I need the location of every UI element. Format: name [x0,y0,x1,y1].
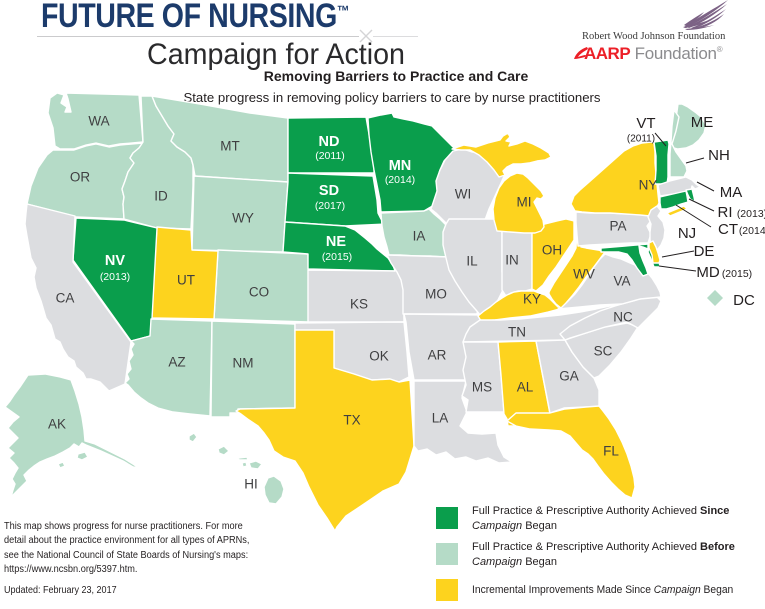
svg-text:OK: OK [369,349,389,364]
svg-text:TN: TN [508,325,526,340]
svg-text:WY: WY [232,211,254,226]
svg-text:OH: OH [542,243,562,258]
svg-text:(2015): (2015) [322,251,352,263]
svg-text:ME: ME [691,114,714,131]
svg-text:KS: KS [350,297,368,312]
svg-text:WI: WI [455,187,472,202]
svg-text:GA: GA [559,369,579,384]
svg-text:(2015): (2015) [722,268,752,280]
svg-text:MO: MO [425,287,447,302]
svg-text:AL: AL [517,380,534,395]
svg-text:FL: FL [603,444,619,459]
svg-text:AZ: AZ [168,355,185,370]
svg-text:SC: SC [594,344,613,359]
svg-text:KY: KY [523,292,541,307]
svg-text:(2011): (2011) [315,150,345,162]
svg-text:MS: MS [472,380,492,395]
svg-text:CO: CO [249,285,269,300]
svg-text:SD: SD [319,183,339,199]
svg-text:MT: MT [220,139,240,154]
svg-text:CT: CT [718,221,738,238]
svg-text:(2013): (2013) [100,271,130,283]
svg-text:(2011): (2011) [627,134,655,145]
svg-text:(2017): (2017) [315,200,345,212]
svg-text:RI: RI [718,204,733,221]
svg-text:LA: LA [432,411,449,426]
svg-text:UT: UT [177,273,195,288]
svg-text:ID: ID [154,189,168,204]
svg-text:IL: IL [466,254,478,269]
svg-text:TX: TX [343,413,360,428]
svg-text:DE: DE [694,243,715,260]
svg-text:WA: WA [88,114,109,129]
svg-text:HI: HI [244,477,258,492]
svg-text:ND: ND [319,134,340,150]
svg-text:IA: IA [413,229,426,244]
svg-text:MI: MI [517,195,532,210]
svg-text:AK: AK [48,417,66,432]
svg-text:NC: NC [613,310,633,325]
svg-text:MD: MD [696,264,719,281]
svg-text:VA: VA [613,274,630,289]
svg-text:WV: WV [573,267,595,282]
svg-text:NE: NE [326,234,346,250]
svg-text:(2014): (2014) [739,225,765,237]
svg-text:OR: OR [70,170,91,185]
svg-text:(2013): (2013) [737,208,765,220]
svg-text:PA: PA [609,219,626,234]
svg-text:AR: AR [428,348,447,363]
svg-text:NV: NV [105,253,125,269]
svg-text:NH: NH [708,147,730,164]
svg-text:VT: VT [636,115,655,132]
svg-text:NM: NM [233,356,254,371]
svg-text:NY: NY [639,178,658,193]
svg-text:IN: IN [505,253,519,268]
svg-text:MA: MA [720,184,743,201]
svg-text:(2014): (2014) [385,174,415,186]
svg-text:NJ: NJ [678,225,696,242]
svg-text:MN: MN [389,158,412,174]
svg-text:DC: DC [733,292,755,309]
svg-text:CA: CA [56,291,75,306]
